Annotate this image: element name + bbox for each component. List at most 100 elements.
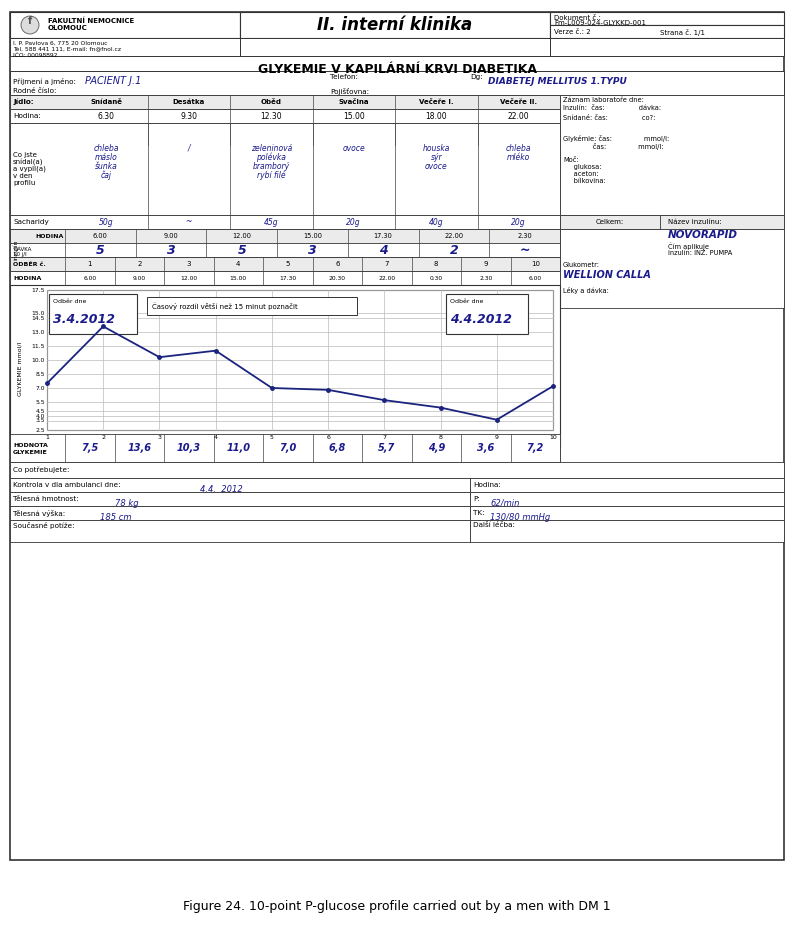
Text: 6.00: 6.00 [93,233,108,239]
Bar [560,215,784,229]
Text: 3: 3 [167,244,175,256]
Bar [10,492,470,506]
Text: Telefon:: Telefon: [330,74,358,80]
Text: 6.30: 6.30 [98,112,115,120]
Bar [10,229,560,243]
Text: inzulín: inzulín [13,240,18,260]
Text: 15.00: 15.00 [343,112,364,120]
Text: Svačina: Svačina [338,99,369,105]
Text: 2: 2 [101,435,106,440]
Text: 15.0: 15.0 [32,310,45,316]
Text: Sacharidy: Sacharidy [13,219,48,225]
Text: 9: 9 [484,261,488,267]
Bar [470,478,784,492]
Text: 6.00: 6.00 [529,276,542,280]
Text: 10,3: 10,3 [177,443,201,453]
Text: Inzulín:  čas:                dávka:: Inzulín: čas: dávka: [563,105,661,111]
Text: Snídané: čas:                co?:: Snídané: čas: co?: [563,115,655,121]
Bar [10,285,560,448]
Text: 10: 10 [549,435,557,440]
Text: aceton:: aceton: [563,171,599,177]
Text: snídal(a): snídal(a) [13,159,44,165]
Text: 13,6: 13,6 [127,443,151,453]
Bar [10,95,560,109]
Text: II. interní klinika: II. interní klinika [318,16,472,34]
Text: 1: 1 [45,435,49,440]
Text: 7,0: 7,0 [279,443,296,453]
Text: 10.0: 10.0 [32,357,45,362]
Bar [550,25,784,38]
Text: 3.5: 3.5 [36,418,45,423]
Bar [10,271,560,285]
Bar [560,229,784,308]
Text: Název inzulínu:: Název inzulínu: [668,219,722,225]
Text: Časový rozdíl větší než 15 minut poznačit: Časový rozdíl větší než 15 minut poznači… [152,302,298,310]
Bar [10,257,560,271]
Bar [10,462,784,478]
Text: bramborý: bramborý [252,161,290,171]
Text: 15.00: 15.00 [303,233,322,239]
Text: 6: 6 [326,435,330,440]
Text: 9: 9 [495,435,499,440]
Text: 9.00: 9.00 [133,276,146,280]
Text: Moč:: Moč: [563,157,579,163]
Text: 12.30: 12.30 [260,112,282,120]
Text: Odběr dne: Odběr dne [449,299,483,304]
Text: 8: 8 [438,435,442,440]
Bar [10,506,470,520]
Text: 17.30: 17.30 [279,276,296,280]
Text: 11.5: 11.5 [32,343,45,349]
Text: 4.0: 4.0 [36,414,45,418]
Text: 7: 7 [384,261,389,267]
Text: 78 kg: 78 kg [115,498,139,507]
Text: GLYKEMIE V KAPILÁRNÍ KRVI DIABETIKA: GLYKEMIE V KAPILÁRNÍ KRVI DIABETIKA [257,63,537,75]
Text: FAKULTNÍ NEMOCNICE: FAKULTNÍ NEMOCNICE [48,18,134,24]
Text: 13.0: 13.0 [32,329,45,335]
Text: 6.00: 6.00 [83,276,96,280]
Bar [10,478,470,492]
Text: ~: ~ [519,244,530,256]
Text: Co potřebujete:: Co potřebujete: [13,467,70,474]
Bar [10,12,240,38]
Text: čas:               mmol/l:: čas: mmol/l: [563,143,664,149]
Text: 130/80 mmHg: 130/80 mmHg [490,512,550,522]
Text: Hodina:: Hodina: [473,482,501,488]
Text: chleba: chleba [506,144,531,153]
Text: 62/min: 62/min [490,498,519,507]
Text: 50g: 50g [99,218,114,226]
Text: I. P. Pavlova 6, 775 20 Olomouc: I. P. Pavlova 6, 775 20 Olomouc [13,40,107,46]
Text: 40g: 40g [429,218,444,226]
Text: 6: 6 [335,261,340,267]
Bar [10,434,560,462]
Text: Tělesná hmotnost:: Tělesná hmotnost: [13,496,79,502]
Text: 3,6: 3,6 [477,443,495,453]
Text: polévka: polévka [256,152,286,161]
Text: houska: houska [422,144,450,153]
Text: 20g: 20g [346,218,361,226]
Text: Kontrola v dia ambulanci dne:: Kontrola v dia ambulanci dne: [13,482,121,488]
Text: 5: 5 [286,261,290,267]
Text: inzulín: INZ. PUMPA: inzulín: INZ. PUMPA [668,250,732,256]
Text: 10 j/l: 10 j/l [13,251,27,256]
Text: Další léčba:: Další léčba: [473,522,515,528]
Text: 5: 5 [270,435,274,440]
Bar [550,12,784,25]
Text: Fm-L009-024-GLYKKD-001: Fm-L009-024-GLYKKD-001 [554,20,646,26]
Text: f: f [28,16,32,26]
Text: Záznam laboratoře dne:: Záznam laboratoře dne: [563,97,644,103]
Text: 3.4.2012: 3.4.2012 [53,313,115,326]
Text: 22.00: 22.00 [378,276,395,280]
Text: GLYKEMIE: GLYKEMIE [13,449,48,455]
Text: PACIENT J.1: PACIENT J.1 [85,76,141,86]
Text: šunka: šunka [94,161,118,171]
Text: Glukometr:: Glukometr: [563,262,600,268]
Text: 4.4.  2012: 4.4. 2012 [200,485,243,493]
Circle shape [21,16,39,34]
Text: 8.5: 8.5 [36,371,45,376]
Text: Večeře II.: Večeře II. [500,99,538,105]
Text: Léky a dávka:: Léky a dávka: [563,286,609,294]
Text: Co jste: Co jste [13,152,37,158]
Text: HODNOTA: HODNOTA [13,443,48,447]
Text: 45g: 45g [264,218,279,226]
Text: 5.5: 5.5 [36,400,45,404]
